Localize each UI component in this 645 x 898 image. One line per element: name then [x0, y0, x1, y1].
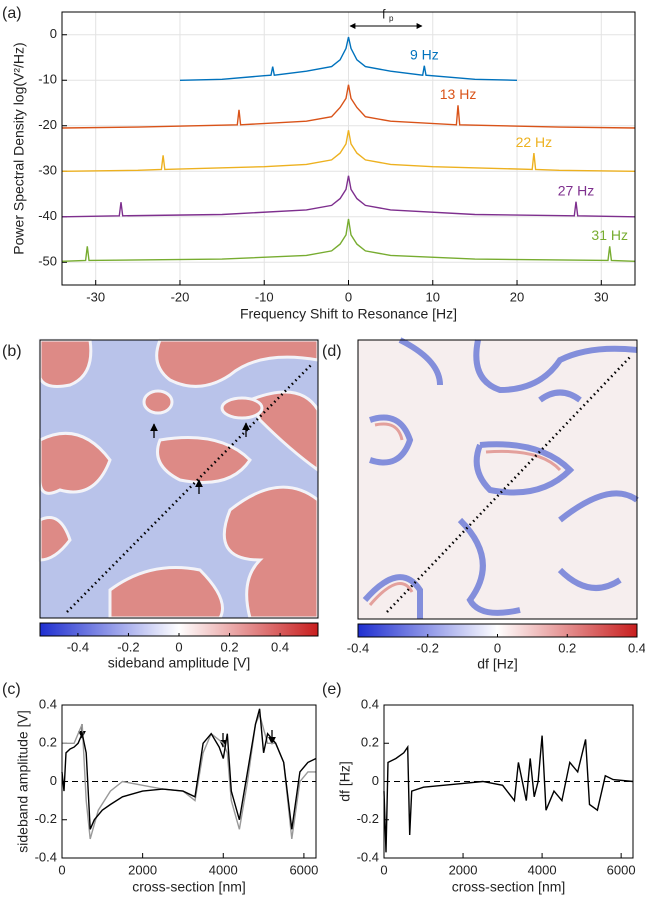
x-tick-label: 4000	[528, 862, 557, 877]
x-tick-label: 2000	[128, 862, 157, 877]
y-tick-label: 0	[372, 773, 379, 788]
y-tick-label: -50	[38, 254, 57, 269]
x-tick-label: 30	[594, 289, 608, 304]
colorbar-tick-label: 0.4	[628, 640, 645, 655]
x-axis-label: Frequency Shift to Resonance [Hz]	[240, 306, 457, 322]
y-tick-label: 0.4	[361, 696, 379, 711]
y-tick-label: -40	[38, 208, 57, 223]
fp-subscript: p	[389, 14, 394, 23]
panel-label: (d)	[322, 343, 342, 360]
series-line	[61, 218, 636, 262]
y-tick-label: -0.2	[35, 811, 57, 826]
plot-frame	[61, 11, 636, 286]
y-tick-label: 0	[50, 773, 57, 788]
panel-label: (c)	[2, 681, 21, 698]
series-label: 22 Hz	[516, 134, 553, 150]
x-tick-label: 20	[510, 289, 524, 304]
x-tick-label: 4000	[209, 862, 238, 877]
colorbar-tick-label: -0.4	[347, 640, 369, 655]
x-tick-label: 0	[380, 862, 387, 877]
arrows-c	[78, 724, 276, 748]
series-label: 13 Hz	[440, 86, 477, 102]
x-tick-label: -20	[171, 289, 190, 304]
colorbar-tick-label: 0.4	[271, 639, 289, 654]
colorbar-tick-label: 0	[175, 639, 182, 654]
y-tick-label: 0.2	[39, 735, 57, 750]
x-tick-label: 6000	[607, 862, 636, 877]
colorbar-tick-label: 0	[494, 640, 501, 655]
y-tick-label: -0.4	[357, 849, 379, 864]
series-line	[179, 36, 518, 81]
plot-frame	[61, 704, 317, 859]
series-line	[62, 712, 316, 840]
series-label: 31 Hz	[591, 227, 628, 243]
series-line	[61, 175, 636, 218]
series-line	[61, 84, 636, 129]
series-line	[61, 708, 317, 830]
colorbar-tick-label: 0.2	[221, 639, 239, 654]
panel-label: (b)	[2, 343, 22, 360]
x-tick-label: 2000	[449, 862, 478, 877]
y-tick-label: -0.4	[35, 849, 57, 864]
image-frame	[39, 339, 319, 619]
fp-annotation: f p	[349, 6, 423, 29]
panel-label: (a)	[2, 5, 22, 22]
series-label: 9 Hz	[410, 46, 439, 62]
plot-frame	[383, 704, 634, 859]
image-b	[38, 338, 320, 620]
x-axis-label: cross-section [nm]	[132, 879, 246, 895]
fp-label: f	[382, 6, 386, 21]
series-label: 27 Hz	[558, 182, 595, 198]
series-line	[61, 130, 636, 172]
x-tick-label: 10	[426, 289, 440, 304]
y-tick-label: -30	[38, 163, 57, 178]
x-tick-label: 0	[58, 862, 65, 877]
x-axis-label: cross-section [nm]	[452, 879, 566, 895]
panel-label: (e)	[322, 681, 342, 698]
x-tick-label: -30	[86, 289, 105, 304]
colorbar-tick-label: -0.4	[67, 639, 89, 654]
series-line	[383, 735, 634, 853]
image-d	[358, 337, 639, 619]
colorbar-tick-label: -0.2	[117, 639, 139, 654]
colorbar-tick-label: -0.2	[417, 640, 439, 655]
image-frame	[357, 339, 638, 620]
y-axis-label: df [Hz]	[337, 761, 353, 801]
y-axis-label: Power Spectral Density log(V²/Hz)	[11, 42, 27, 254]
y-tick-label: -10	[38, 72, 57, 87]
x-tick-label: -10	[255, 289, 274, 304]
colorbar-label: sideband amplitude [V]	[108, 655, 250, 671]
x-tick-label: 6000	[289, 862, 318, 877]
y-tick-label: 0.2	[361, 735, 379, 750]
y-tick-label: 0	[50, 26, 57, 41]
colorbar-tick-label: 0.2	[558, 640, 576, 655]
y-axis-label: sideband amplitude [V]	[15, 710, 31, 852]
y-tick-label: 0.4	[39, 696, 57, 711]
y-tick-label: -20	[38, 117, 57, 132]
colorbar-label: df [Hz]	[477, 656, 517, 672]
x-tick-label: 0	[345, 289, 352, 304]
y-tick-label: -0.2	[357, 811, 379, 826]
